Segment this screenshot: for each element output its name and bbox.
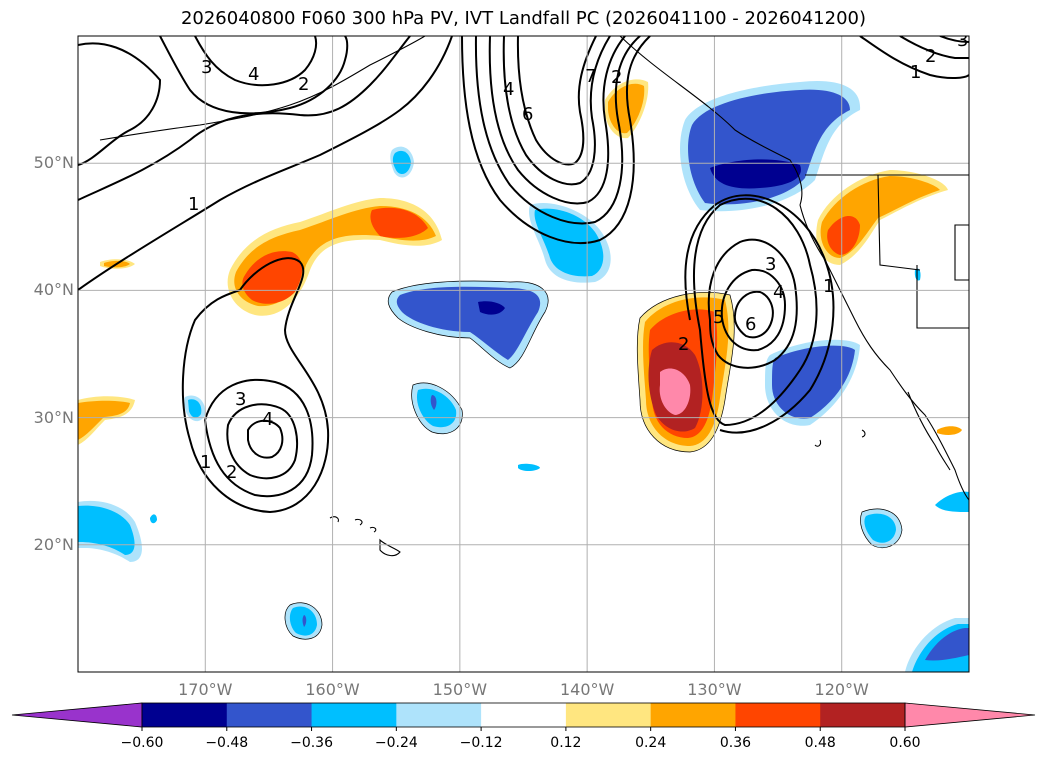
colorbar-tick-label: 0.48 xyxy=(804,735,836,751)
lon-tick-label: 130°W xyxy=(687,680,742,699)
contour-label: 3 xyxy=(235,389,246,410)
lon-tick-label: 160°W xyxy=(305,680,360,699)
colorbar-tick-label: 0.24 xyxy=(635,735,667,751)
colorbar-segment xyxy=(565,703,652,727)
contour-label: 2 xyxy=(678,334,689,355)
colorbar-segment xyxy=(650,703,736,727)
colorbar-tick-label: −0.36 xyxy=(290,735,333,751)
contour-label: 5 xyxy=(713,307,724,328)
contour-label: 2 xyxy=(298,74,309,95)
colorbar-tick-label: 0.12 xyxy=(550,735,582,751)
contour-label: 4 xyxy=(503,79,514,100)
contour-label: 3 xyxy=(957,30,968,51)
graticule xyxy=(78,36,969,672)
colorbar-segment xyxy=(226,703,313,727)
contour-label: 2 xyxy=(226,462,237,483)
colorbar-extend-low xyxy=(11,702,143,728)
coastlines xyxy=(99,36,969,557)
contour-label: 4 xyxy=(248,64,259,85)
contour-label: 6 xyxy=(745,314,756,335)
colorbar-segment xyxy=(820,703,906,727)
contour-label: 4 xyxy=(773,282,784,303)
lon-tick-label: 140°W xyxy=(559,680,615,699)
colorbar-extend-high xyxy=(904,702,1036,728)
colorbar-segment xyxy=(311,703,397,727)
contour-label: 1 xyxy=(200,452,211,473)
pv-contour-labels: 1 2 3 4 3 4 1 2 4 6 7 2 2 5 3 4 6 1 1 2 … xyxy=(188,30,968,483)
colorbar-segment xyxy=(396,703,482,727)
contour-label: 2 xyxy=(925,46,936,67)
lon-tick-label: 150°W xyxy=(432,680,488,699)
colorbar-segment xyxy=(481,703,567,727)
contour-label: 3 xyxy=(201,57,212,78)
lat-tick-label: 50°N xyxy=(33,153,74,173)
contour-label: 1 xyxy=(823,276,834,297)
map-title: 2026040800 F060 300 hPa PV, IVT Landfall… xyxy=(180,8,867,29)
contour-label: 3 xyxy=(765,254,776,275)
contour-label: 4 xyxy=(262,409,273,430)
colorbar-outline xyxy=(141,702,906,728)
contour-label: 7 xyxy=(585,66,596,87)
colorbar-tick-label: −0.60 xyxy=(120,735,164,751)
map-plot-area: 1 2 3 4 3 4 1 2 4 6 7 2 2 5 3 4 6 1 1 2 … xyxy=(78,30,969,672)
map-frame xyxy=(77,35,970,673)
contour-label: 1 xyxy=(188,194,199,215)
colorbar-tick-label: 0.60 xyxy=(889,735,921,751)
colorbar-tick-label: −0.48 xyxy=(205,735,249,751)
colorbar-segment xyxy=(735,703,821,727)
contour-label: 6 xyxy=(522,104,533,125)
colorbar-segment xyxy=(142,703,228,727)
lat-tick-label: 40°N xyxy=(33,280,74,300)
lat-tick-label: 20°N xyxy=(33,534,74,554)
lat-tick-label: 30°N xyxy=(33,407,74,427)
contour-label: 2 xyxy=(611,67,622,88)
contour-label: 1 xyxy=(910,62,921,83)
colorbar-tick-label: −0.24 xyxy=(374,735,418,751)
colorbar-tick-label: 0.36 xyxy=(719,735,752,751)
lon-tick-label: 170°W xyxy=(178,680,233,699)
lon-tick-label: 120°W xyxy=(814,680,869,699)
colorbar-tick-label: −0.12 xyxy=(459,735,503,751)
ivt-positive-anomalies xyxy=(78,79,962,452)
colorbar xyxy=(11,702,1036,731)
